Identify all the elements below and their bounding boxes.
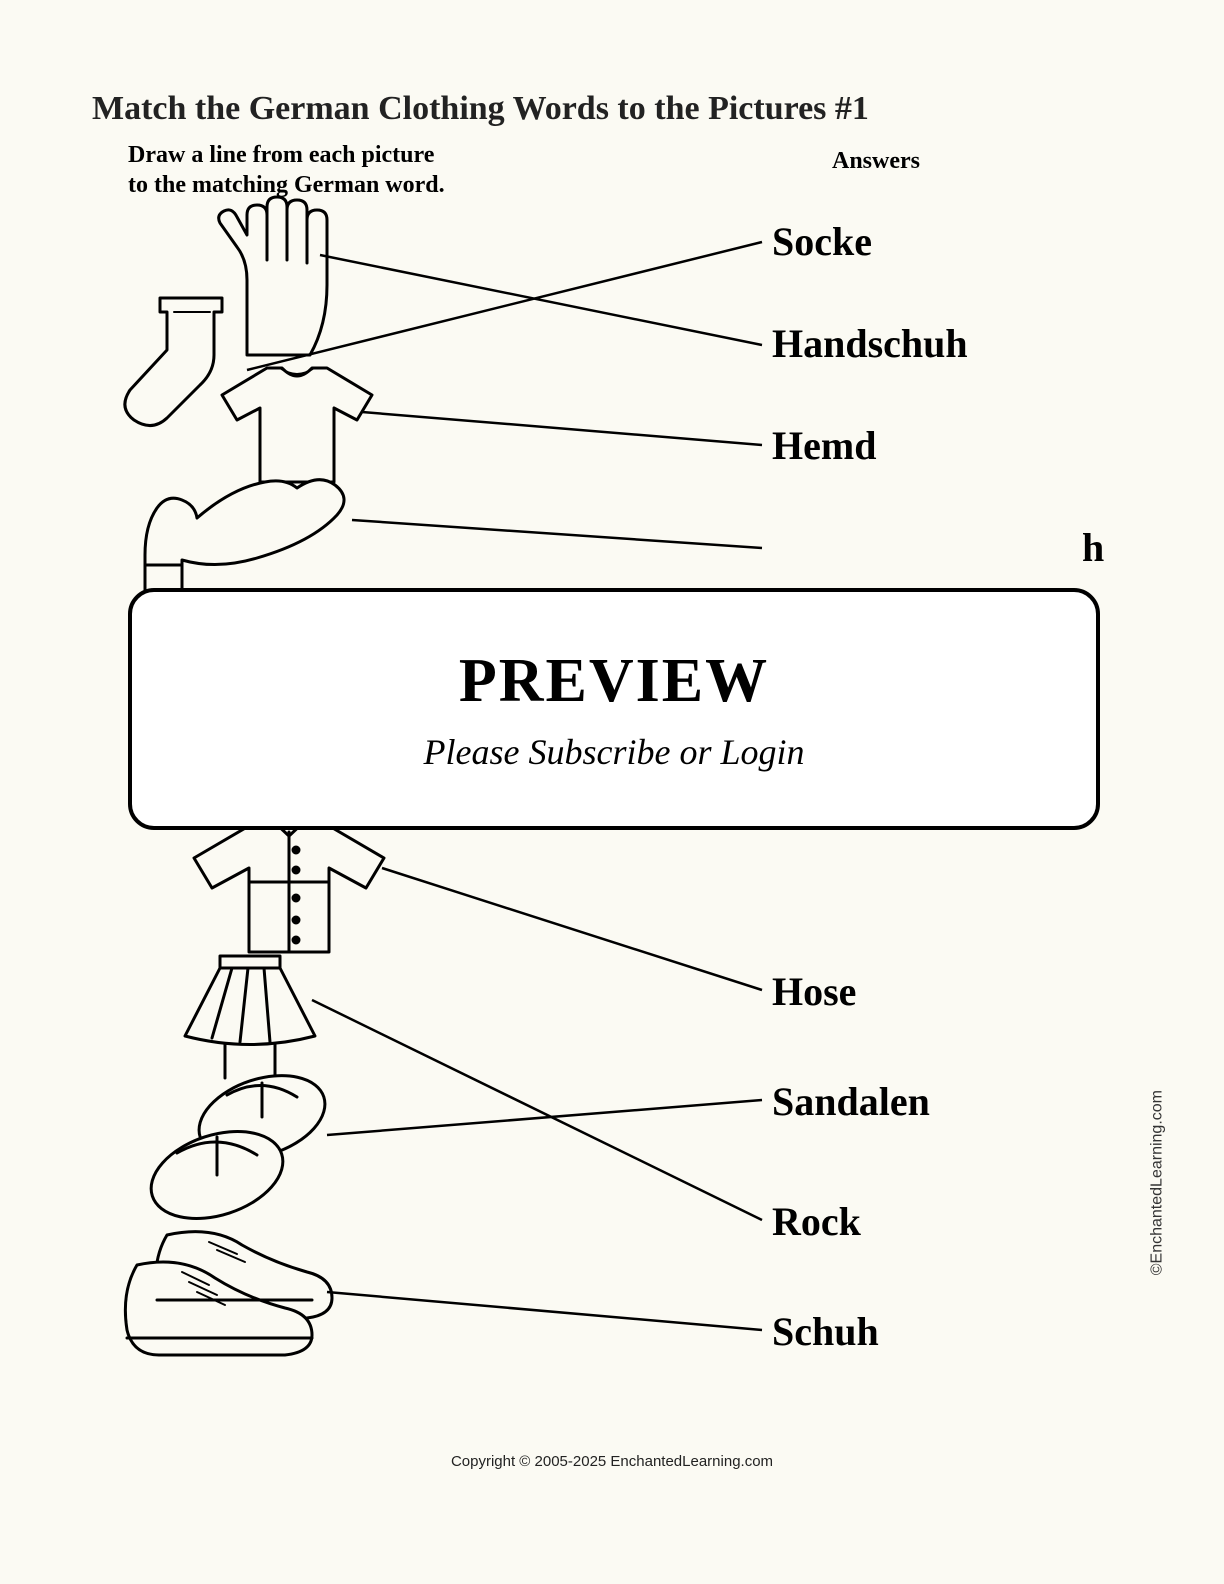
skirt-icon	[170, 948, 330, 1083]
shoes-icon	[107, 1220, 342, 1365]
preview-overlay: PREVIEW Please Subscribe or Login	[128, 588, 1100, 830]
preview-title: PREVIEW	[459, 646, 769, 717]
word-label: Sandalen	[772, 1078, 930, 1125]
answers-header: Answers	[832, 148, 920, 175]
word-label: Socke	[772, 218, 872, 265]
preview-subtitle: Please Subscribe or Login	[424, 731, 805, 773]
instructions-line-1: Draw a line from each picture	[128, 142, 434, 168]
word-label: Handschuh	[772, 320, 968, 367]
sandals-icon	[132, 1065, 342, 1225]
word-label: Rock	[772, 1198, 861, 1245]
word-label: Hose	[772, 968, 856, 1015]
word-label: Hemd	[772, 422, 876, 469]
word-label: h	[1082, 524, 1104, 571]
worksheet-page: Match the German Clothing Words to the P…	[92, 90, 1132, 1470]
jacket-icon	[184, 810, 394, 960]
word-label: Schuh	[772, 1308, 879, 1355]
side-credit-text: ©EnchantedLearning.com	[1148, 1090, 1166, 1275]
copyright-text: Copyright © 2005-2025 EnchantedLearning.…	[92, 1453, 1132, 1470]
page-title: Match the German Clothing Words to the P…	[92, 90, 1132, 128]
